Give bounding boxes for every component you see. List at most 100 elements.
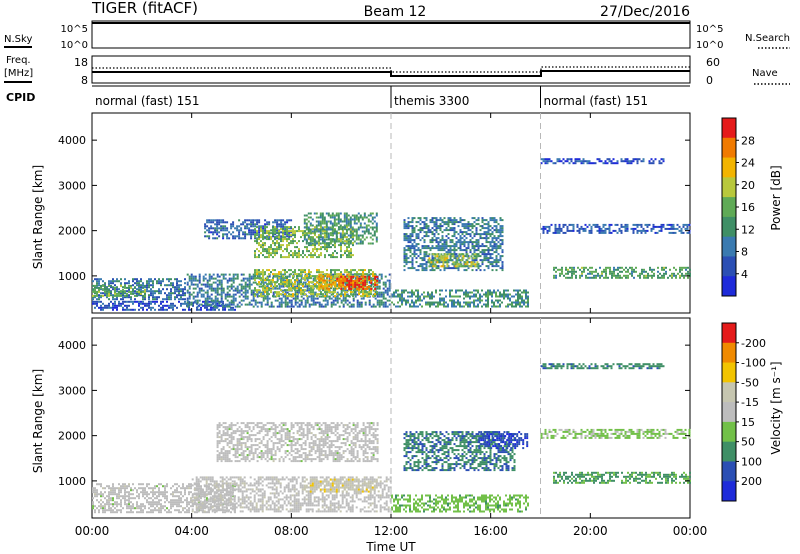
data-cell: [642, 227, 645, 230]
data-cell: [246, 227, 249, 230]
data-cell: [264, 291, 266, 294]
data-cell: [228, 305, 231, 308]
data-cell: [321, 236, 324, 239]
data-cell: [182, 302, 184, 305]
data-cell: [320, 285, 323, 288]
data-cell: [108, 292, 110, 295]
data-cell: [487, 301, 489, 304]
data-cell: [214, 301, 217, 304]
data-cell: [192, 275, 195, 278]
data-cell: [388, 289, 391, 292]
data-cell: [148, 284, 150, 287]
data-cell: [116, 288, 118, 291]
data-cell: [453, 247, 456, 250]
data-cell: [372, 275, 374, 278]
data-cell: [310, 275, 312, 278]
data-cell: [485, 295, 487, 298]
data-cell: [340, 246, 342, 249]
data-cell: [411, 243, 414, 246]
data-cell: [451, 249, 454, 252]
data-cell: [459, 221, 462, 224]
data-cell: [554, 231, 557, 234]
data-cell: [687, 276, 689, 279]
data-cell: [577, 266, 579, 269]
data-cell: [358, 269, 360, 272]
data-cell: [315, 220, 318, 223]
data-cell: [228, 295, 231, 298]
data-cell: [481, 221, 484, 224]
data-cell: [615, 276, 617, 279]
data-cell: [432, 265, 435, 268]
data-cell: [112, 308, 114, 311]
data-cell: [212, 237, 215, 240]
data-cell: [144, 284, 146, 287]
data-cell: [180, 302, 182, 305]
data-cell: [184, 308, 186, 311]
data-cell: [262, 225, 265, 228]
data-cell: [421, 259, 424, 262]
data-cell: [364, 285, 366, 288]
data-cell: [401, 291, 403, 294]
data-cell: [96, 286, 98, 289]
data-cell: [435, 223, 438, 226]
data-cell: [286, 303, 289, 306]
data-cell: [674, 231, 677, 234]
data-cell: [288, 242, 290, 245]
data-cell: [312, 301, 315, 304]
data-cell: [164, 292, 166, 295]
data-cell: [499, 295, 501, 298]
data-cell: [216, 299, 219, 302]
data-cell: [114, 288, 116, 291]
data-cell: [403, 251, 406, 254]
data-cell: [260, 236, 262, 239]
data-cell: [218, 279, 221, 282]
data-cell: [360, 303, 363, 306]
data-cell: [487, 257, 490, 260]
data-cell: [172, 304, 174, 307]
data-cell: [303, 230, 306, 233]
data-cell: [362, 291, 364, 294]
data-cell: [250, 291, 253, 294]
data-cell: [196, 293, 199, 296]
data-cell: [632, 229, 635, 232]
data-cell: [288, 269, 290, 272]
data-cell: [250, 221, 253, 224]
data-cell: [386, 305, 389, 308]
data-cell: [326, 226, 328, 229]
data-cell: [120, 298, 122, 301]
data-cell: [346, 279, 349, 282]
data-cell: [308, 277, 310, 280]
data-cell: [403, 233, 406, 236]
data-cell: [670, 227, 673, 230]
data-cell: [360, 273, 362, 276]
freq-tick-top: 18: [74, 56, 88, 69]
data-cell: [192, 304, 194, 307]
data-cell: [276, 277, 279, 280]
data-cell: [208, 304, 210, 307]
data-cell: [314, 291, 317, 294]
data-cell: [431, 221, 434, 224]
data-cell: [282, 234, 284, 237]
data-cell: [262, 283, 265, 286]
data-cell: [236, 289, 239, 292]
data-cell: [307, 234, 310, 237]
data-cell: [441, 299, 443, 302]
data-cell: [256, 230, 258, 233]
data-cell: [346, 289, 349, 292]
data-cell: [282, 256, 284, 259]
data-cell: [280, 299, 283, 302]
data-cell: [323, 240, 326, 243]
data-cell: [429, 295, 431, 298]
data-cell: [544, 227, 547, 230]
data-cell: [272, 226, 274, 229]
data-cell: [190, 277, 193, 280]
data-cell: [453, 255, 456, 258]
data-cell: [358, 289, 360, 292]
data-cell: [355, 214, 358, 217]
data-cell: [254, 231, 257, 234]
data-cell: [337, 218, 340, 221]
data-cell: [662, 223, 665, 226]
data-cell: [552, 162, 555, 165]
data-cell: [332, 301, 335, 304]
data-cell: [338, 244, 340, 247]
